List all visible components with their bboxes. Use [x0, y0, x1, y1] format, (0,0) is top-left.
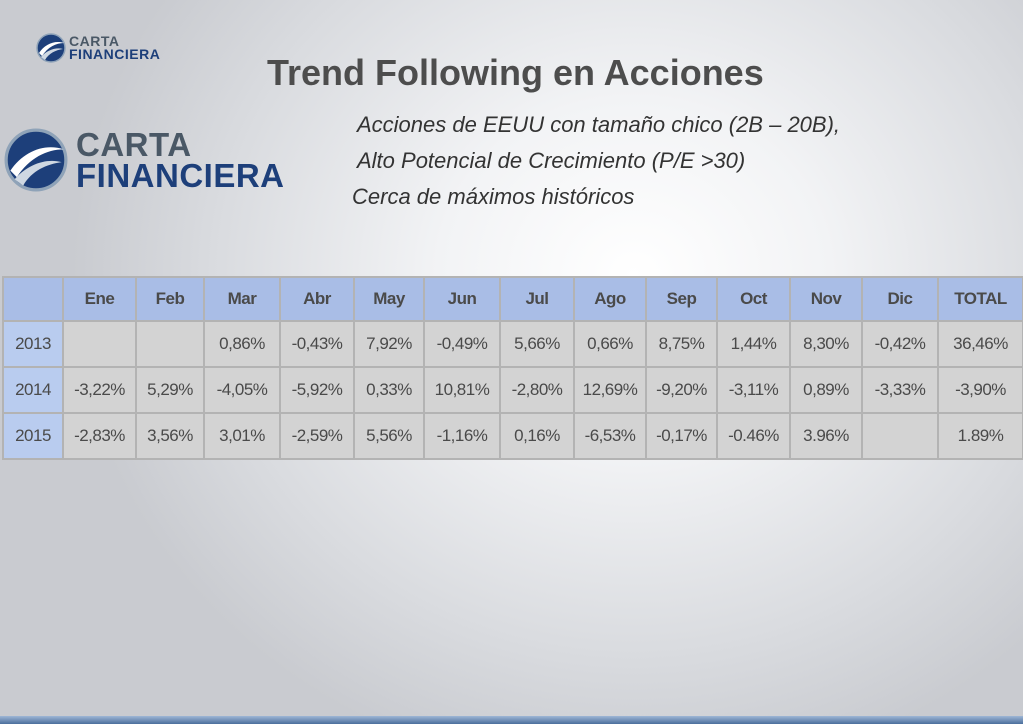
value-cell: 3,01% [203, 412, 281, 460]
header-cell: Mar [203, 276, 281, 322]
value-cell: -6,53% [573, 412, 647, 460]
value-cell: 0,66% [573, 320, 647, 368]
page-title: Trend Following en Acciones [267, 52, 764, 93]
table-row: 2013 0,86% -0,43% 7,92% -0,49% 5,66% 0,6… [2, 320, 1023, 368]
value-cell: -3,33% [861, 366, 939, 414]
bullet-3: Cerca de máximos históricos [352, 184, 635, 209]
carta-financiera-logo-large: CARTA FINANCIERA [4, 125, 285, 194]
value-cell: 1,44% [716, 320, 791, 368]
bullet-1: Acciones de EEUU con tamaño chico (2B – … [357, 112, 841, 137]
value-cell: 12,69% [573, 366, 647, 414]
value-cell [135, 320, 205, 368]
value-cell: 10,81% [423, 366, 501, 414]
value-cell: -0,43% [279, 320, 355, 368]
value-cell: 0,89% [789, 366, 863, 414]
value-cell: 3,56% [135, 412, 205, 460]
value-cell: -4,05% [203, 366, 281, 414]
logo-swoosh-icon [36, 33, 66, 63]
value-cell: -0,42% [861, 320, 939, 368]
value-cell: -2,83% [62, 412, 137, 460]
value-cell: 0,16% [499, 412, 575, 460]
carta-financiera-logo-small: CARTA FINANCIERA [36, 33, 160, 63]
value-cell [861, 412, 939, 460]
value-cell: 3.96% [789, 412, 863, 460]
value-cell: 8,75% [645, 320, 718, 368]
header-cell: TOTAL [937, 276, 1023, 322]
bullet-2: Alto Potencial de Crecimiento (P/E >30) [357, 148, 746, 173]
table-header-row: Ene Feb Mar Abr May Jun Jul Ago Sep Oct … [2, 276, 1023, 322]
logo-line1: CARTA [69, 32, 120, 49]
value-cell: 8,30% [789, 320, 863, 368]
header-cell [2, 276, 64, 322]
year-cell: 2015 [2, 412, 64, 460]
bottom-accent-bar [0, 716, 1023, 724]
year-cell: 2013 [2, 320, 64, 368]
value-cell: -1,16% [423, 412, 501, 460]
value-cell: 0,86% [203, 320, 281, 368]
logo-line2: FINANCIERA [76, 157, 285, 194]
value-cell: -2,59% [279, 412, 355, 460]
value-cell: -9,20% [645, 366, 718, 414]
header-cell: Dic [861, 276, 939, 322]
value-cell: -0.46% [716, 412, 791, 460]
table-row: 2014 -3,22% 5,29% -4,05% -5,92% 0,33% 10… [2, 366, 1023, 414]
value-cell: 5,66% [499, 320, 575, 368]
total-cell: 1.89% [937, 412, 1023, 460]
header-cell: Sep [645, 276, 718, 322]
header-cell: Oct [716, 276, 791, 322]
value-cell: -3,11% [716, 366, 791, 414]
value-cell [62, 320, 137, 368]
header-cell: May [353, 276, 425, 322]
value-cell: 5,56% [353, 412, 425, 460]
year-cell: 2014 [2, 366, 64, 414]
total-cell: 36,46% [937, 320, 1023, 368]
value-cell: -2,80% [499, 366, 575, 414]
monthly-returns-table: Ene Feb Mar Abr May Jun Jul Ago Sep Oct … [2, 276, 1023, 460]
value-cell: 5,29% [135, 366, 205, 414]
total-cell: -3,90% [937, 366, 1023, 414]
value-cell: -0,49% [423, 320, 501, 368]
value-cell: -3,22% [62, 366, 137, 414]
header-cell: Ago [573, 276, 647, 322]
table-row: 2015 -2,83% 3,56% 3,01% -2,59% 5,56% -1,… [2, 412, 1023, 460]
value-cell: -5,92% [279, 366, 355, 414]
header-cell: Feb [135, 276, 205, 322]
logo-line1: CARTA [76, 125, 192, 163]
header-cell: Abr [279, 276, 355, 322]
header-cell: Jun [423, 276, 501, 322]
logo-swoosh-icon [4, 128, 68, 192]
header-cell: Jul [499, 276, 575, 322]
value-cell: 0,33% [353, 366, 425, 414]
value-cell: 7,92% [353, 320, 425, 368]
logo-line2: FINANCIERA [69, 46, 161, 62]
header-cell: Ene [62, 276, 137, 322]
header-cell: Nov [789, 276, 863, 322]
value-cell: -0,17% [645, 412, 718, 460]
